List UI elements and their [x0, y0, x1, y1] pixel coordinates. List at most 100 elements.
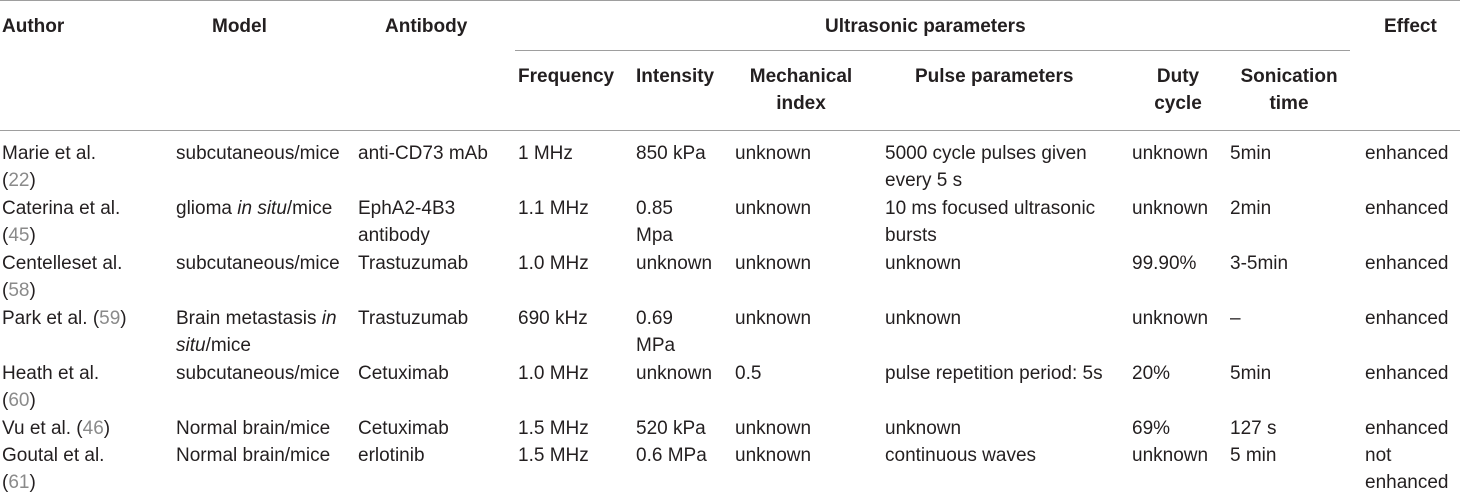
cell-model: subcutaneous/mice [176, 143, 340, 164]
cell-frequency: 1.0 MHz [518, 253, 589, 274]
cell-antibody: anti-CD73 mAb [358, 143, 488, 164]
cell-intensity: 520 kPa [636, 418, 706, 439]
col-header-frequency: Frequency [518, 66, 615, 87]
col-header-antibody: Antibody [385, 16, 468, 37]
cell-model: glioma in situ/mice [176, 195, 332, 222]
citation-link[interactable]: 58 [8, 280, 30, 301]
paren-close: ) [120, 308, 127, 329]
cell-sonication: 2min [1230, 198, 1272, 219]
cell-author: Centelleset al. (58) [2, 250, 122, 304]
citation-link[interactable]: 60 [8, 390, 30, 411]
model-line1: Brain metastasis in [176, 305, 337, 332]
cell-pulse: 5000 cycle pulses given every 5 s [885, 140, 1087, 194]
cell-model: subcutaneous/mice [176, 253, 340, 274]
cell-sonication: 3-5min [1230, 253, 1289, 274]
col-header-sonication-line2: time [1269, 93, 1309, 114]
cell-antibody: Trastuzumab [358, 308, 469, 329]
cell-frequency: 1.0 MHz [518, 363, 589, 384]
author-name: Heath et al. [2, 363, 100, 384]
cell-antibody: erlotinib [358, 445, 425, 466]
model-tail: /mice [286, 198, 333, 219]
paren-close: ) [29, 472, 36, 493]
cell-pulse: unknown [885, 308, 962, 329]
cell-mechanical-index: unknown [735, 143, 812, 164]
col-header-duty-cycle: Duty cycle [1147, 63, 1209, 117]
col-header-sonication-time: Sonication time [1237, 63, 1341, 117]
col-header-sonication-line1: Sonication [1240, 66, 1338, 87]
cell-intensity: unknown [636, 363, 713, 384]
paren-close: ) [103, 418, 111, 439]
cell-mechanical-index: unknown [735, 198, 812, 219]
author-citation: (61) [2, 469, 104, 496]
cell-effect: enhanced [1365, 363, 1449, 384]
cell-model: subcutaneous/mice [176, 363, 340, 384]
author-name: Marie et al. [2, 143, 96, 164]
cell-intensity: unknown [636, 253, 713, 274]
cell-mechanical-index: unknown [735, 308, 812, 329]
intensity-line1: 0.69 [636, 308, 673, 329]
cell-intensity: 0.85 Mpa [636, 195, 673, 249]
paren-open: ( [2, 390, 9, 411]
ultrasonic-subheader-rule [515, 50, 1350, 51]
pulse-line1: 5000 cycle pulses given [885, 143, 1087, 164]
cell-sonication: 5min [1230, 143, 1272, 164]
citation-link[interactable]: 59 [99, 308, 121, 329]
author-citation: (45) [2, 222, 120, 249]
cell-pulse: 10 ms focused ultrasonic bursts [885, 195, 1095, 249]
cell-mechanical-index: 0.5 [735, 363, 762, 384]
cell-duty-cycle: unknown [1132, 143, 1209, 164]
cell-intensity: 850 kPa [636, 143, 706, 164]
author-name: Vu et al. ( [2, 418, 83, 439]
cell-mechanical-index: unknown [735, 253, 812, 274]
intensity-line1: 0.85 [636, 198, 673, 219]
cell-frequency: 1 MHz [518, 143, 573, 164]
cell-antibody: Cetuximab [358, 418, 449, 439]
effect-line2: enhanced [1365, 472, 1449, 493]
cell-author: Marie et al. (22) [2, 140, 96, 194]
model-italic: in situ [237, 198, 287, 219]
citation-link[interactable]: 45 [8, 225, 30, 246]
cell-effect: enhanced [1365, 418, 1449, 439]
author-name: Park et al. ( [2, 308, 100, 329]
cell-duty-cycle: 99.90% [1132, 253, 1197, 274]
top-rule [0, 0, 1460, 1]
model-italic: in [321, 308, 337, 329]
author-citation: (22) [2, 167, 96, 194]
cell-effect: enhanced [1365, 198, 1449, 219]
cell-effect: enhanced [1365, 253, 1449, 274]
pulse-line1: 10 ms focused ultrasonic [885, 198, 1096, 219]
cell-model: Normal brain/mice [176, 445, 331, 466]
citation-link[interactable]: 46 [82, 418, 104, 439]
model-text: glioma [176, 198, 238, 219]
citation-link[interactable]: 61 [8, 472, 30, 493]
col-header-mechanical-line1: Mechanical [749, 66, 853, 87]
cell-effect: enhanced [1365, 308, 1449, 329]
col-header-mechanical-line2: index [776, 93, 826, 114]
cell-pulse: pulse repetition period: 5s [885, 363, 1103, 384]
cell-antibody: Trastuzumab [358, 253, 469, 274]
cell-sonication: 5 min [1230, 445, 1277, 466]
pulse-line2: bursts [885, 225, 937, 246]
cell-frequency: 1.5 MHz [518, 418, 589, 439]
antibody-line1: EphA2-4B3 [358, 198, 456, 219]
col-header-author: Author [2, 16, 65, 37]
cell-author: Vu et al. (46) [2, 415, 110, 442]
cell-pulse: unknown [885, 418, 962, 439]
intensity-line2: Mpa [636, 225, 673, 246]
paren-open: ( [2, 170, 9, 191]
cell-author: Park et al. (59) [2, 305, 127, 332]
cell-effect: not enhanced [1365, 442, 1448, 496]
author-name: Goutal et al. [2, 445, 105, 466]
cell-antibody: EphA2-4B3 antibody [358, 195, 455, 249]
intensity-line2: MPa [636, 335, 676, 356]
cell-sonication: 127 s [1230, 418, 1277, 439]
cell-effect: enhanced [1365, 143, 1449, 164]
paren-close: ) [29, 390, 36, 411]
header-bottom-rule [0, 130, 1460, 131]
citation-link[interactable]: 22 [8, 170, 30, 191]
col-header-model: Model [212, 16, 267, 37]
cell-author: Heath et al. (60) [2, 360, 99, 414]
paren-open: ( [2, 280, 9, 301]
cell-pulse: unknown [885, 253, 962, 274]
